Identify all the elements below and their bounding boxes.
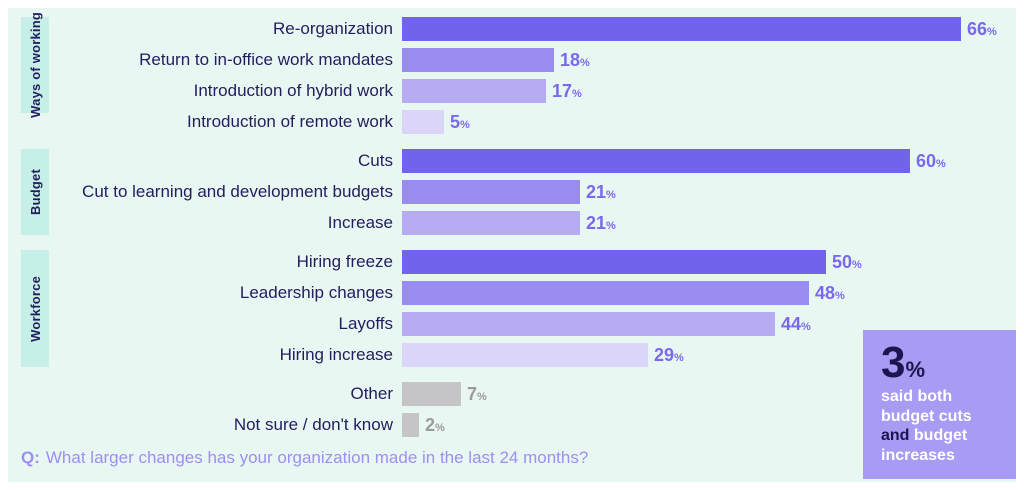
question-text: What larger changes has your organizatio…	[45, 448, 589, 467]
callout-segment-light: said both budget cuts	[881, 388, 972, 425]
bar-value: 60%	[916, 151, 946, 171]
bar-label: Re-organization	[272, 19, 393, 38]
chart-group-workforce: Workforce Hiring freeze 50% Leadership chan…	[8, 250, 1016, 367]
bar-value: 18%	[560, 50, 590, 70]
bar-row-return-to-in-office-work-mandates: Return to in-office work mandates 18%	[8, 48, 1016, 72]
bar-area: 5%	[402, 110, 470, 134]
group-label-workforce: Workforce	[21, 250, 49, 367]
group-label-budget: Budget	[21, 149, 49, 235]
bar	[402, 343, 648, 367]
bar	[402, 250, 826, 274]
bar-label: Introduction of remote work	[187, 112, 393, 131]
group-label-ways-of-working: Ways of working	[21, 12, 49, 118]
bar-row-other: Other 7%	[8, 382, 1016, 406]
bar	[402, 79, 546, 103]
bar-area: 66%	[402, 17, 997, 41]
bar-label: Hiring freeze	[296, 252, 393, 271]
bar-value: 17%	[552, 81, 582, 101]
bar-area: 17%	[402, 79, 582, 103]
bar-row-re-organization: Re-organization 66%	[8, 17, 1016, 41]
bar-area: 50%	[402, 250, 862, 274]
bar-area: 2%	[402, 413, 445, 437]
bar-row-hiring-increase: Hiring increase 29%	[8, 343, 1016, 367]
group-label-text: Budget	[27, 169, 43, 215]
bar-value: 5%	[450, 112, 470, 132]
bar-area: 60%	[402, 149, 946, 173]
bar	[402, 382, 461, 406]
bar-area: 29%	[402, 343, 684, 367]
bar-row-layoffs: Layoffs 44%	[8, 312, 1016, 336]
bar	[402, 312, 775, 336]
bar-row-introduction-of-hybrid-work: Introduction of hybrid work 17%	[8, 79, 1016, 103]
bar-label: Other	[350, 384, 393, 403]
chart-group-misc: Other 7% Not sure / don't know 2%	[8, 382, 1016, 437]
bar-label: Introduction of hybrid work	[193, 81, 393, 100]
callout-box: 3% said both budget cuts and budget incr…	[863, 330, 1016, 479]
bar-label: Layoffs	[338, 314, 393, 333]
bar	[402, 48, 554, 72]
chart-group-ways-of-working: Ways of working Re-organization 66% Return …	[8, 12, 1016, 134]
callout-segment-dark: and	[881, 427, 910, 445]
bar-label: Increase	[327, 213, 393, 232]
bar-value: 2%	[425, 415, 445, 435]
bar	[402, 149, 910, 173]
bar-row-increase: Increase 21%	[8, 211, 1016, 235]
bar-row-cuts: Cuts 60%	[8, 149, 1016, 173]
bar-row-not-sure-don-t-know: Not sure / don't know 2%	[8, 413, 1016, 437]
bar	[402, 17, 961, 41]
question-prefix: Q:	[21, 448, 40, 467]
group-label-text: Workforce	[27, 275, 43, 342]
chart-panel: Ways of working Re-organization 66% Return …	[8, 8, 1016, 482]
bar-label: Hiring increase	[279, 345, 393, 364]
bar-value: 21%	[586, 213, 616, 233]
group-label-text: Ways of working	[27, 12, 43, 118]
bar-value: 50%	[832, 252, 862, 272]
callout-segment-light: budget increases	[881, 427, 968, 464]
bar-area: 44%	[402, 312, 811, 336]
bar-label: Return to in-office work mandates	[139, 50, 393, 69]
bar-label: Not sure / don't know	[233, 415, 393, 434]
bar	[402, 211, 580, 235]
bar-value: 48%	[815, 283, 845, 303]
callout-number: 3	[881, 338, 906, 387]
bar-row-leadership-changes: Leadership changes 48%	[8, 281, 1016, 305]
bar-chart: Ways of working Re-organization 66% Return …	[8, 12, 1016, 437]
bar-row-hiring-freeze: Hiring freeze 50%	[8, 250, 1016, 274]
bar-row-cut-to-learning-and-development-budgets: Cut to learning and development budgets 2…	[8, 180, 1016, 204]
callout-value: 3%	[881, 338, 1001, 387]
chart-group-budget: Budget Cuts 60% Cut to learning and develop…	[8, 149, 1016, 235]
bar-area: 48%	[402, 281, 845, 305]
bar-value: 44%	[781, 314, 811, 334]
bar	[402, 281, 809, 305]
bar-row-introduction-of-remote-work: Introduction of remote work 5%	[8, 110, 1016, 134]
bar	[402, 413, 419, 437]
bar-area: 7%	[402, 382, 487, 406]
bar-label: Cut to learning and development budgets	[82, 182, 393, 201]
bar-area: 21%	[402, 180, 616, 204]
bar	[402, 110, 444, 134]
survey-question: Q: What larger changes has your organizat…	[21, 448, 588, 468]
bar-value: 29%	[654, 345, 684, 365]
bar-label: Leadership changes	[239, 283, 393, 302]
bar-area: 21%	[402, 211, 616, 235]
callout-caption: said both budget cuts and budget increas…	[881, 387, 1001, 465]
bar-value: 7%	[467, 384, 487, 404]
bar	[402, 180, 580, 204]
callout-percent-sign: %	[905, 357, 926, 382]
bar-label: Cuts	[358, 151, 393, 170]
bar-value: 66%	[967, 19, 997, 39]
bar-value: 21%	[586, 182, 616, 202]
bar-area: 18%	[402, 48, 590, 72]
